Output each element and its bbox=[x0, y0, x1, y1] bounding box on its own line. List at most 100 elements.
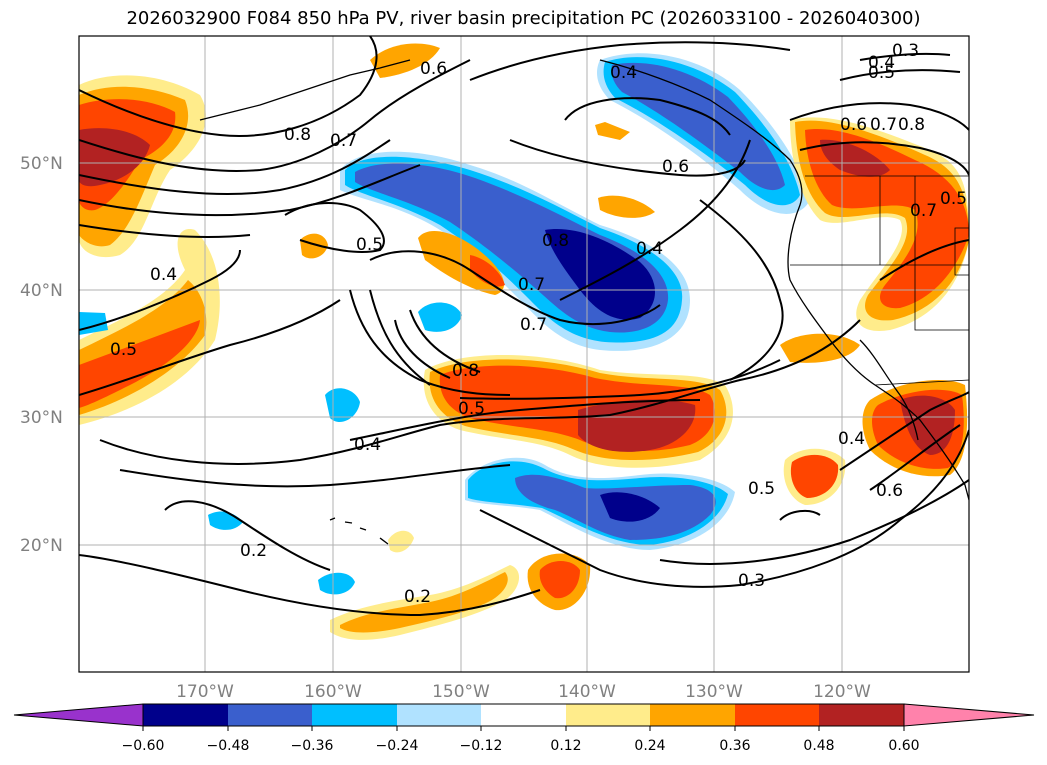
lat-label: 30°N bbox=[20, 408, 63, 428]
contour-line bbox=[659, 479, 969, 565]
colorbar-segment bbox=[481, 704, 566, 726]
colorbar-tick-label: 0.12 bbox=[550, 738, 581, 754]
lat-label: 20°N bbox=[20, 536, 63, 556]
contour-line bbox=[859, 52, 951, 61]
colorbar-tick-label: −0.48 bbox=[207, 738, 250, 754]
contour-line bbox=[369, 289, 431, 386]
border-state-4 bbox=[954, 227, 969, 276]
contour-label: 0.4 bbox=[838, 429, 865, 449]
colorbar-tick-label: 0.36 bbox=[719, 738, 750, 754]
contour-label: 0.5 bbox=[868, 63, 895, 83]
border-state-3 bbox=[914, 176, 969, 331]
positive-anomaly-se-core bbox=[790, 454, 839, 498]
contour-line bbox=[869, 424, 961, 491]
contour-line bbox=[839, 69, 961, 81]
lon-label: 160°W bbox=[304, 682, 362, 702]
contour-line bbox=[779, 509, 821, 521]
contour-label: 0.5 bbox=[940, 189, 967, 209]
positive-anomaly-bottom-w-core bbox=[340, 572, 508, 633]
contour-label: 0.8 bbox=[452, 361, 479, 381]
colorbar-segment bbox=[228, 704, 312, 726]
contour-line bbox=[79, 164, 421, 217]
colorbar-tick-label: 0.48 bbox=[803, 738, 834, 754]
colorbar: −0.60 −0.48 −0.36 −0.24 −0.12 0.12 0.24 … bbox=[13, 703, 1035, 754]
contour-line bbox=[284, 202, 385, 253]
positive-anomaly-small-5 bbox=[388, 530, 414, 553]
pv-contours bbox=[79, 36, 969, 617]
colorbar-segment bbox=[566, 704, 650, 726]
contour-label: 0.8 bbox=[898, 115, 925, 135]
contour-label: 0.7 bbox=[518, 275, 545, 295]
contour-label: 0.5 bbox=[356, 235, 383, 255]
colorbar-segment bbox=[143, 704, 228, 726]
colorbar-tick-label: 0.60 bbox=[888, 738, 919, 754]
map-title: 2026032900 F084 850 hPa PV, river basin … bbox=[126, 8, 921, 29]
map-frame bbox=[78, 35, 970, 673]
contour-label: 0.3 bbox=[738, 571, 765, 591]
negative-anomaly-south-peak bbox=[600, 492, 660, 522]
contour-labels: 0.6 0.4 0.3 0.4 0.5 0.8 0.7 0.6 0.7 0.8 … bbox=[110, 41, 967, 607]
contour-line bbox=[79, 139, 391, 196]
lon-label: 120°W bbox=[813, 682, 871, 702]
positive-anomaly-small-1 bbox=[300, 233, 328, 259]
contour-line bbox=[839, 391, 969, 471]
contour-label: 0.6 bbox=[840, 115, 867, 135]
lat-label: 50°N bbox=[20, 154, 63, 174]
negative-anomaly-small-3 bbox=[208, 511, 243, 530]
contour-label: 0.6 bbox=[420, 59, 447, 79]
positive-anomaly-us-nw-l2 bbox=[805, 129, 969, 309]
contour-line bbox=[409, 309, 481, 373]
contour-label: 0.6 bbox=[876, 481, 903, 501]
contour-label: 0.8 bbox=[284, 125, 311, 145]
contour-label: 0.6 bbox=[662, 157, 689, 177]
colorbar-segment bbox=[312, 704, 397, 726]
contour-line bbox=[469, 41, 791, 81]
negative-anomaly-small-2 bbox=[325, 388, 360, 423]
contour-line bbox=[459, 359, 781, 400]
colorbar-tick-label: −0.24 bbox=[376, 738, 419, 754]
contour-label: 0.3 bbox=[892, 41, 919, 61]
positive-anomaly-mexico-peak bbox=[900, 395, 955, 455]
colorbar-tick-label: 0.24 bbox=[634, 738, 665, 754]
positive-anomaly-us-coast bbox=[780, 333, 860, 363]
negative-anomaly-central-peak bbox=[545, 229, 655, 320]
contour-line bbox=[564, 97, 731, 136]
positive-anomaly-central-peak bbox=[578, 399, 696, 452]
colorbar-tick-label: −0.60 bbox=[122, 738, 165, 754]
contour-line bbox=[79, 249, 241, 331]
colorbar-segment bbox=[650, 704, 735, 726]
island-hawaii bbox=[329, 517, 389, 545]
contour-label: 0.7 bbox=[870, 115, 897, 135]
positive-anomaly-bottom-e-core bbox=[539, 561, 580, 599]
contour-line bbox=[789, 102, 969, 131]
colorbar-extend-high bbox=[903, 703, 1035, 727]
contour-line bbox=[369, 250, 661, 326]
contour-line bbox=[879, 239, 969, 281]
contour-line bbox=[79, 554, 541, 617]
positive-anomaly-small-3 bbox=[598, 195, 655, 218]
contour-label: 0.4 bbox=[354, 435, 381, 455]
contour-line bbox=[164, 500, 331, 571]
contour-line bbox=[79, 299, 341, 396]
contour-label: 0.7 bbox=[330, 131, 357, 151]
borders bbox=[790, 175, 969, 386]
contour-line bbox=[99, 319, 861, 465]
contour-line bbox=[79, 36, 378, 137]
lon-label: 130°W bbox=[685, 682, 743, 702]
positive-anomaly-small-4 bbox=[595, 122, 630, 140]
contour-label: 0.2 bbox=[240, 541, 267, 561]
colorbar-tick-label: −0.12 bbox=[460, 738, 503, 754]
negative-anomaly-small-4 bbox=[318, 572, 355, 595]
contour-line bbox=[349, 289, 511, 396]
contour-line bbox=[509, 139, 746, 177]
contour-label: 0.7 bbox=[520, 315, 547, 335]
contour-label: 0.8 bbox=[542, 231, 569, 251]
contour-label: 0.7 bbox=[910, 201, 937, 221]
coastline-baja bbox=[859, 339, 919, 441]
positive-anomaly-us-nw-peak bbox=[820, 139, 890, 177]
contour-label: 0.4 bbox=[636, 239, 663, 259]
lon-label: 150°W bbox=[432, 682, 490, 702]
contour-line bbox=[799, 141, 969, 176]
contour-label: 0.4 bbox=[150, 265, 177, 285]
